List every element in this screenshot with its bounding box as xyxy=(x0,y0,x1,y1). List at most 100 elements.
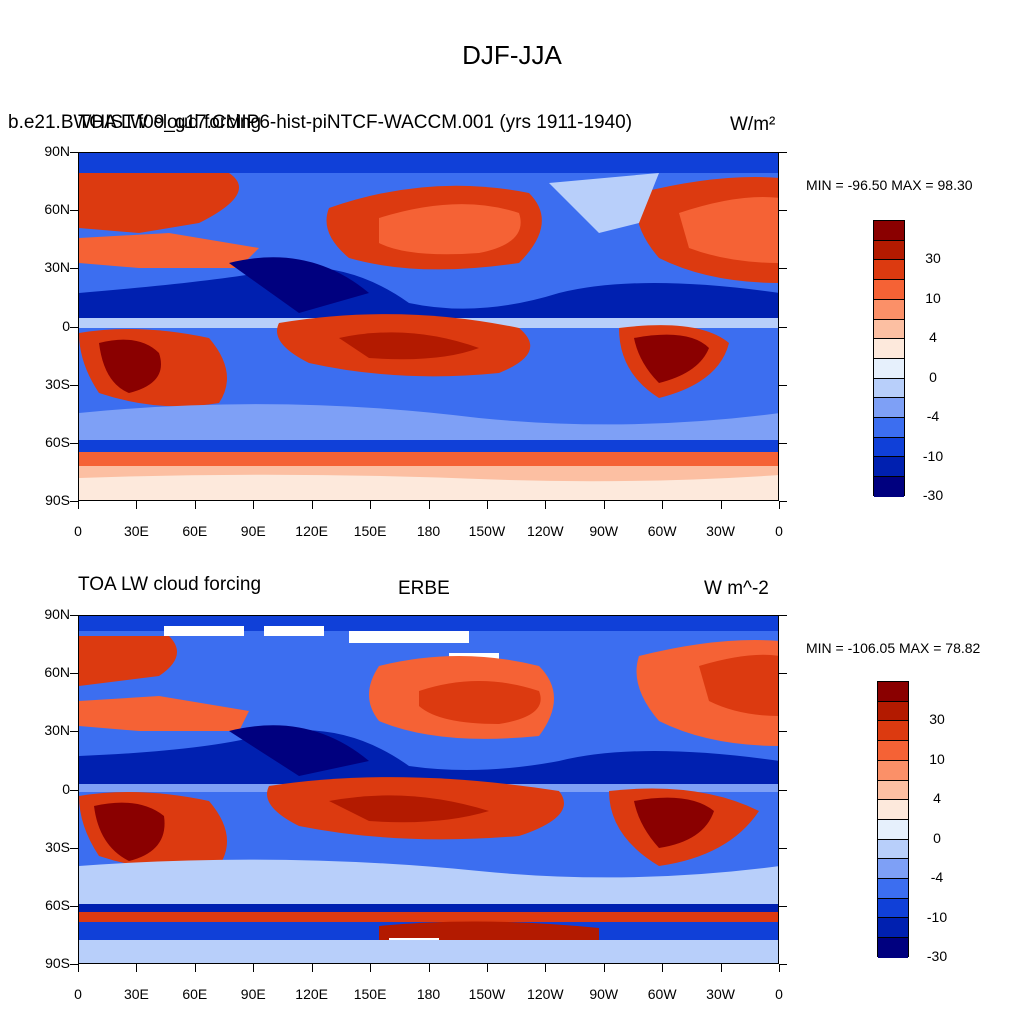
lon-tick-label: 0 xyxy=(775,523,783,539)
colorbar-label: 0 xyxy=(929,368,937,385)
lon-tick xyxy=(486,501,488,509)
lat-tick xyxy=(779,268,787,270)
lat-tick xyxy=(779,210,787,212)
lon-tick-label: 60E xyxy=(182,523,208,539)
panel-left-title: TOA LW cloud forcing xyxy=(78,112,262,133)
min-max-label: MIN = -106.05 MAX = 78.82 xyxy=(806,640,981,656)
lat-tick xyxy=(779,326,787,328)
map-field xyxy=(79,616,778,963)
lat-tick xyxy=(779,501,787,502)
lat-tick-label: 90N xyxy=(44,143,70,159)
lon-tick-label: 90W xyxy=(589,523,619,539)
lat-tick xyxy=(70,210,78,212)
colorbar-swatch xyxy=(874,260,904,281)
lat-tick xyxy=(70,384,78,386)
lon-tick xyxy=(194,964,196,972)
lon-tick-label: 30W xyxy=(706,986,735,1002)
lat-tick-label: 30S xyxy=(45,838,70,855)
lat-tick xyxy=(70,847,78,849)
lon-tick-label: 150E xyxy=(353,986,387,1002)
colorbar-swatch xyxy=(874,378,904,399)
panel-units: W/m² xyxy=(730,114,776,135)
lon-tick xyxy=(370,964,372,972)
colorbar-swatch xyxy=(878,879,908,899)
colorbar-swatch xyxy=(874,299,904,320)
colorbar-swatch xyxy=(878,898,908,919)
lon-tick-label: 30E xyxy=(123,523,149,539)
lat-tick xyxy=(70,673,78,675)
colorbar-label: 0 xyxy=(933,829,941,846)
map-field xyxy=(79,153,778,500)
colorbar-label: -4 xyxy=(930,869,944,886)
lat-tick xyxy=(70,964,78,965)
colorbar-swatch xyxy=(878,859,908,880)
lon-tick xyxy=(662,501,664,509)
lon-tick xyxy=(78,501,79,509)
colorbar-label: 4 xyxy=(933,790,941,807)
colorbar-label: 30 xyxy=(929,711,945,728)
lon-tick-label: 120W xyxy=(527,986,564,1002)
lon-tick xyxy=(662,964,664,972)
colorbar-swatch xyxy=(878,800,908,820)
lon-tick-label: 0 xyxy=(775,986,783,1002)
lon-tick xyxy=(194,501,196,509)
lat-tick-label: 60S xyxy=(45,896,70,913)
panel-center-title: ERBE xyxy=(398,578,450,599)
lat-tick-label: 0 xyxy=(62,317,70,334)
lon-tick xyxy=(779,964,780,972)
lon-tick xyxy=(370,501,372,509)
colorbar-swatch xyxy=(874,221,904,241)
figure-title: DJF-JJA xyxy=(462,40,562,70)
lat-tick xyxy=(70,268,78,270)
lat-tick xyxy=(70,442,78,444)
colorbar-swatch xyxy=(874,477,904,497)
lat-tick xyxy=(779,731,787,733)
lon-tick xyxy=(253,964,255,972)
colorbar-swatch xyxy=(878,918,908,939)
colorbar xyxy=(877,681,909,958)
lon-tick-label: 90E xyxy=(240,523,266,539)
lat-tick xyxy=(779,615,787,616)
lon-tick xyxy=(136,501,138,509)
lat-tick-label: 90S xyxy=(45,492,70,508)
colorbar-swatch xyxy=(874,398,904,419)
lon-tick xyxy=(136,964,138,972)
colorbar-label: -10 xyxy=(926,908,948,925)
lon-tick-label: 180 xyxy=(416,523,441,539)
panel-units: W m^-2 xyxy=(704,578,769,599)
map-plot-model xyxy=(78,152,779,501)
colorbar-label: -30 xyxy=(922,487,944,503)
lon-tick-label: 150E xyxy=(353,523,387,539)
min-max-label: MIN = -96.50 MAX = 98.30 xyxy=(806,177,973,193)
lat-tick-label: 60S xyxy=(45,433,70,450)
lat-tick-label: 30N xyxy=(44,259,70,276)
lon-tick-label: 150W xyxy=(468,523,506,539)
colorbar-swatch xyxy=(874,319,904,340)
lon-tick-label: 90W xyxy=(589,986,619,1002)
lat-tick xyxy=(70,615,78,616)
lon-tick-label: 30W xyxy=(706,523,735,539)
colorbar-swatch xyxy=(878,819,908,840)
lat-tick xyxy=(70,905,78,907)
lon-tick-label: 0 xyxy=(74,986,82,1002)
colorbar xyxy=(873,220,905,497)
lon-tick-label: 120W xyxy=(527,523,564,539)
colorbar-label: 4 xyxy=(929,329,937,346)
lat-tick-label: 30N xyxy=(44,722,70,739)
lat-tick xyxy=(70,326,78,328)
lat-tick xyxy=(779,384,787,386)
colorbar-swatch xyxy=(874,339,904,359)
colorbar-swatch xyxy=(874,358,904,379)
lon-tick-label: 120E xyxy=(295,986,328,1002)
lon-tick-label: 60E xyxy=(182,986,208,1002)
lon-tick-label: 90E xyxy=(240,986,266,1002)
lon-tick xyxy=(720,964,722,972)
lon-tick xyxy=(545,964,547,972)
colorbar-swatch xyxy=(874,280,904,300)
lon-tick-label: 30E xyxy=(123,986,149,1002)
colorbar-swatch xyxy=(874,437,904,458)
colorbar-label: -4 xyxy=(926,408,940,425)
lat-tick xyxy=(779,964,787,965)
colorbar-swatch xyxy=(878,780,908,801)
lat-tick xyxy=(70,731,78,733)
